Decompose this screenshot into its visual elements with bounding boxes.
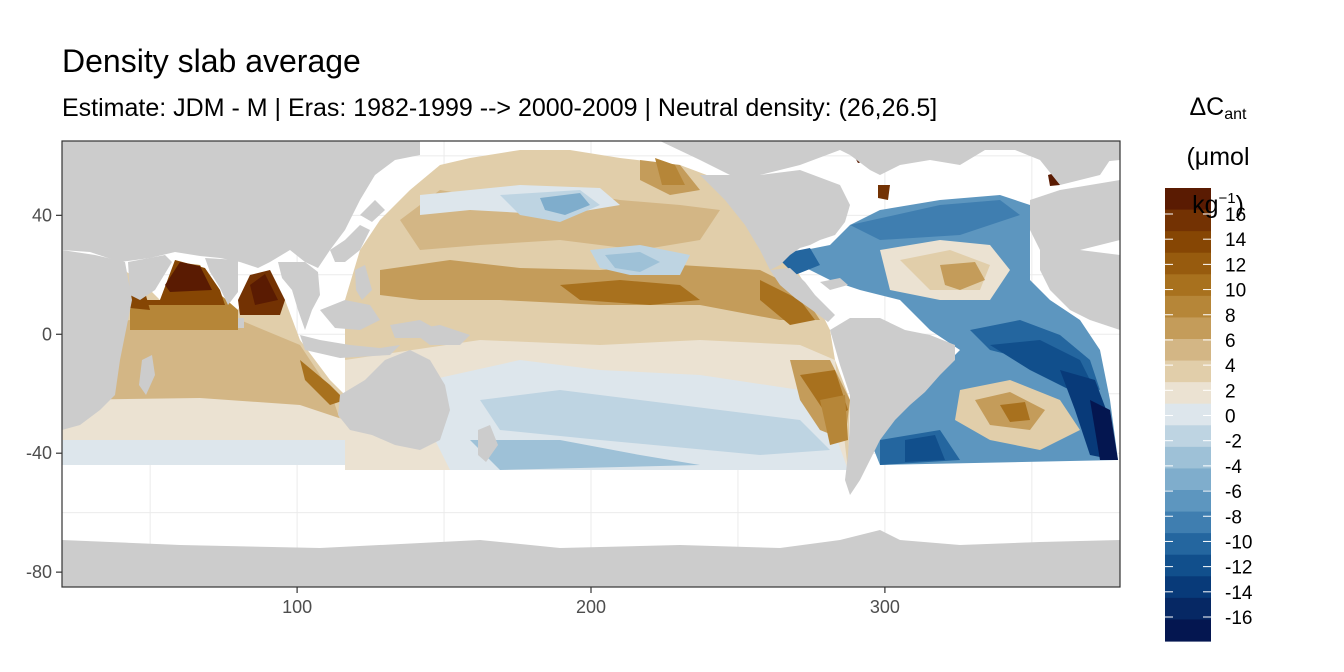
- legend-label: 8: [1225, 306, 1236, 327]
- legend-colorbar: 16 14 12 10 8 6 4 2 0 -2 -4 -6 -8 -10 -12 -14 -16: [1165, 188, 1253, 642]
- legend-label: -14: [1225, 583, 1253, 604]
- legend-label: 12: [1225, 255, 1246, 276]
- legend-swatch: [1165, 533, 1211, 556]
- legend-label: -6: [1225, 482, 1242, 503]
- y-tick-label-0: 0: [42, 324, 52, 344]
- legend-label: 14: [1225, 230, 1247, 251]
- legend-label: -8: [1225, 507, 1242, 528]
- legend-label: 6: [1225, 331, 1236, 352]
- legend-swatch: [1165, 231, 1211, 254]
- legend-label: -16: [1225, 608, 1252, 629]
- legend-swatch: [1165, 252, 1211, 275]
- legend-swatch: [1165, 403, 1211, 426]
- legend-swatch: [1165, 360, 1211, 383]
- x-axis: 100 200 300: [282, 587, 900, 617]
- legend-swatch: [1165, 317, 1211, 340]
- chart-subtitle: Estimate: JDM - M | Eras: 1982-1999 --> …: [62, 94, 938, 122]
- y-tick-label-40: 40: [32, 205, 52, 225]
- y-tick-label--80: -80: [26, 562, 52, 582]
- x-tick-label-300: 300: [870, 597, 900, 617]
- legend-swatch: [1165, 511, 1211, 534]
- legend-swatch: [1165, 554, 1211, 577]
- legend-swatch: [1165, 425, 1211, 448]
- legend-title: ΔCant (μmol kg−1): [1186, 93, 1250, 219]
- chart-title: Density slab average: [62, 43, 361, 79]
- pacific-ocean-field: [345, 150, 850, 470]
- legend-swatch: [1165, 209, 1211, 232]
- legend-swatch: [1165, 339, 1211, 362]
- legend-swatch: [1165, 446, 1211, 470]
- x-tick-label-200: 200: [576, 597, 606, 617]
- legend-swatch: [1165, 274, 1211, 297]
- legend-swatch: [1165, 597, 1211, 621]
- land-mask: [62, 141, 1120, 587]
- legend-swatch: [1165, 619, 1211, 642]
- y-axis: 40 0 -40 -80: [26, 205, 62, 582]
- legend-label: -10: [1225, 532, 1252, 553]
- legend-label: 16: [1225, 205, 1246, 226]
- legend-label: -12: [1225, 558, 1252, 579]
- legend-label: -4: [1225, 457, 1242, 478]
- legend-label: -2: [1225, 432, 1242, 453]
- legend-swatch: [1165, 576, 1211, 599]
- legend-swatch: [1165, 490, 1211, 513]
- legend-swatch: [1165, 188, 1211, 211]
- indian-ocean-field: [62, 258, 345, 465]
- legend-swatch: [1165, 382, 1211, 405]
- legend-swatch: [1165, 468, 1211, 491]
- legend-label: 0: [1225, 407, 1236, 428]
- legend-label: 2: [1225, 381, 1236, 402]
- legend-label: 10: [1225, 281, 1246, 302]
- legend-label: 4: [1225, 356, 1236, 377]
- y-tick-label--40: -40: [26, 443, 52, 463]
- x-tick-label-100: 100: [282, 597, 312, 617]
- legend-swatch: [1165, 295, 1211, 319]
- atlantic-ocean-field: [775, 148, 1118, 465]
